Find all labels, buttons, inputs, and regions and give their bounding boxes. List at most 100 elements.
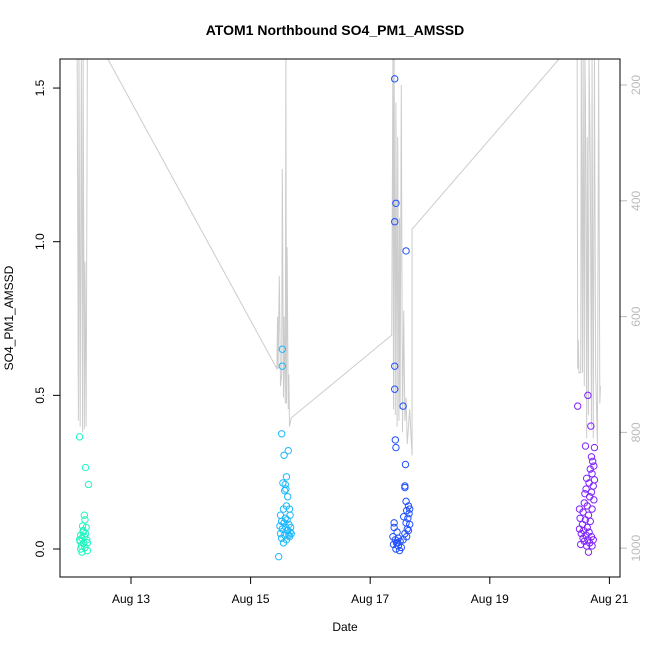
series-group <box>275 345 295 561</box>
data-point <box>401 460 410 469</box>
data-point <box>390 519 398 527</box>
data-point <box>588 457 597 466</box>
data-point <box>391 436 400 444</box>
data-point <box>283 526 291 535</box>
series-group <box>389 75 414 555</box>
data-point <box>578 520 587 529</box>
data-point <box>286 511 294 519</box>
data-point <box>280 486 289 495</box>
y-tick-label: 1.0 <box>33 233 47 250</box>
data-point <box>590 443 599 452</box>
data-point <box>282 485 290 493</box>
data-point <box>83 546 92 555</box>
axes: Aug 13 Aug 15 Aug 17 Aug 19 Aug 21 0.0 0.5 1.0 1… <box>33 75 643 606</box>
data-point <box>575 525 584 533</box>
data-point <box>587 422 595 430</box>
data-point <box>587 488 596 496</box>
data-point <box>78 548 86 556</box>
y2-tick-label: 600 <box>629 306 643 326</box>
y2-tick-label: 400 <box>629 190 643 210</box>
data-point <box>582 485 590 493</box>
data-point <box>584 391 592 400</box>
data-point <box>588 470 596 478</box>
series-group <box>75 433 93 556</box>
data-point <box>390 523 398 532</box>
data-point <box>81 516 89 524</box>
plot-frame <box>59 58 621 578</box>
data-point <box>581 442 590 450</box>
data-point <box>276 529 285 538</box>
data-point <box>405 509 413 518</box>
pressure-line-layer <box>76 59 601 456</box>
y-tick-label: 1.5 <box>33 79 47 96</box>
data-point <box>81 463 90 472</box>
x-tick-label: Aug 15 <box>232 592 270 606</box>
data-point <box>402 497 410 506</box>
data-point <box>582 474 591 483</box>
data-point <box>275 552 283 561</box>
y2-tick-label: 1000 <box>629 535 643 562</box>
data-point <box>278 345 286 353</box>
data-point <box>282 473 291 481</box>
scatter-points-layer <box>75 75 599 561</box>
data-point <box>590 496 598 504</box>
data-point <box>277 430 286 438</box>
data-point <box>394 539 402 547</box>
series-group <box>574 391 599 556</box>
x-axis-label: Date <box>332 620 358 634</box>
data-point <box>399 402 407 410</box>
data-point <box>79 528 87 536</box>
data-point <box>581 489 589 498</box>
data-point <box>579 508 587 516</box>
data-point <box>392 443 400 452</box>
data-point <box>391 218 399 226</box>
y-tick-label: 0.0 <box>33 540 47 557</box>
data-point <box>278 525 286 533</box>
x-tick-label: Aug 13 <box>112 592 150 606</box>
data-point <box>391 385 399 393</box>
data-point <box>576 514 584 522</box>
x-tick-label: Aug 21 <box>590 592 628 606</box>
data-point <box>403 525 411 533</box>
data-point <box>588 542 596 550</box>
data-point <box>395 546 404 555</box>
data-point <box>278 362 286 370</box>
data-point <box>83 539 92 547</box>
pressure-line <box>76 59 601 456</box>
data-point <box>389 540 398 549</box>
data-point <box>588 505 596 513</box>
data-point <box>584 511 593 519</box>
data-point <box>402 533 411 541</box>
data-point <box>280 451 288 459</box>
x-tick-label: Aug 19 <box>471 592 509 606</box>
data-point <box>587 453 596 461</box>
y-tick-label: 0.5 <box>33 387 47 404</box>
data-point <box>84 480 93 489</box>
data-point <box>574 402 582 410</box>
data-point <box>584 548 593 556</box>
data-point <box>279 539 288 547</box>
data-point <box>284 446 292 455</box>
data-point <box>391 362 399 370</box>
data-point <box>399 513 408 521</box>
data-point <box>401 483 409 492</box>
data-point <box>276 511 285 519</box>
data-point <box>277 534 286 542</box>
data-point <box>75 536 84 544</box>
y2-tick-label: 800 <box>629 422 643 442</box>
data-point <box>586 517 594 526</box>
x-tick-label: Aug 17 <box>351 592 389 606</box>
data-point <box>75 433 84 441</box>
data-point <box>577 529 585 538</box>
chart-title: ATOM1 Northbound SO4_PM1_AMSSD <box>206 22 465 38</box>
data-point <box>586 465 594 473</box>
data-point <box>391 75 399 83</box>
y-axis-label: SO4_PM1_AMSSD <box>2 265 16 370</box>
data-point <box>80 511 89 519</box>
data-point <box>392 199 400 207</box>
y2-tick-label: 200 <box>629 75 643 95</box>
data-point <box>402 247 410 255</box>
data-point <box>283 493 292 501</box>
